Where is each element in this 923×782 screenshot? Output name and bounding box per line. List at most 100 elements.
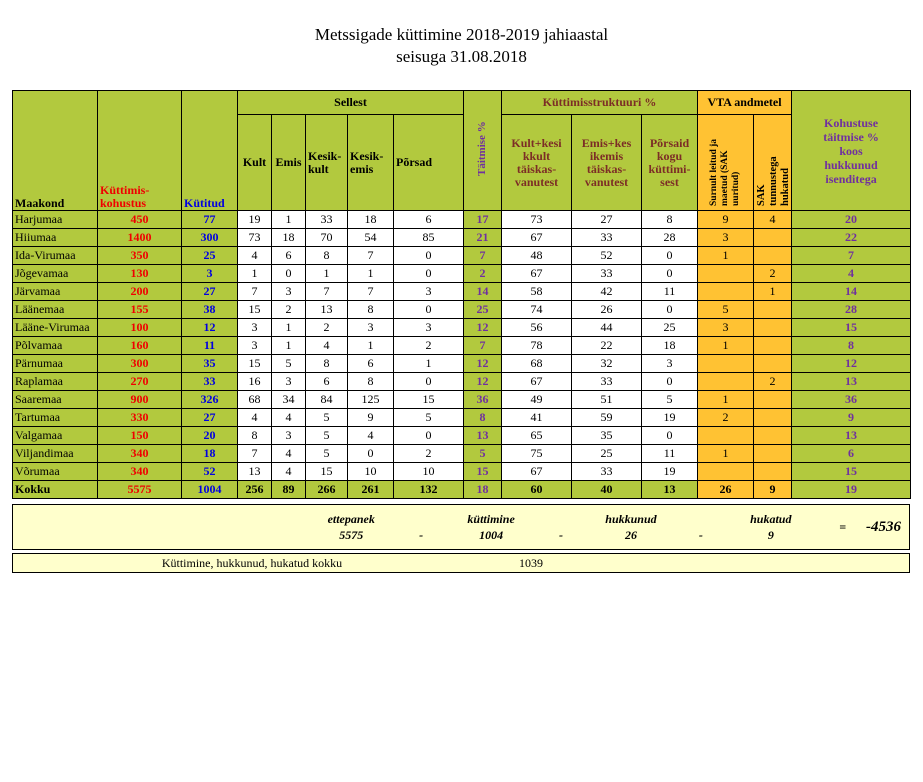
cell-emis: 0 [271, 264, 306, 283]
cell-kuttimiskohustus: 100 [97, 318, 182, 337]
cell-kytitud: 18 [181, 444, 238, 463]
cell-kohustuse-taitmise: 14 [791, 282, 912, 301]
cell-kult-struktuur: 75 [501, 444, 573, 463]
cell-emis-struktuur: 26 [571, 300, 643, 319]
col-header-kult: Kult [237, 114, 272, 211]
cell-emis-struktuur: 33 [571, 228, 643, 247]
cell-surnult-leitud [697, 462, 755, 481]
minus-sign: - [698, 528, 703, 542]
cell-kult-struktuur: 67 [501, 264, 573, 283]
cell-surnult-leitud: 2 [697, 408, 755, 427]
table-row: Hiiumaa 1400 300 73 18 70 54 85 21 67 33 28 3 22 [12, 228, 912, 247]
cell-kuttimiskohustus: 150 [97, 426, 182, 445]
cell-emis-struktuur: 35 [571, 426, 643, 445]
cell-kult-struktuur: 49 [501, 390, 573, 409]
cell-kytitud: 3 [181, 264, 238, 283]
summary-item-hukkunud: hukkunud 26 [582, 511, 679, 543]
cell-emis-struktuur: 27 [571, 210, 643, 229]
cell-emis: 1 [271, 318, 306, 337]
cell-kesik-kult: 5 [305, 444, 348, 463]
table-row: Ida-Virumaa 350 25 4 6 8 7 0 7 48 52 0 1 7 [12, 246, 912, 265]
col-header-taitmise-pct: Täitmise % [463, 90, 503, 211]
cell-sak-hukatud [753, 390, 793, 409]
cell-kult-struktuur: 58 [501, 282, 573, 301]
cell-kult: 15 [237, 300, 272, 319]
cell-kesik-emis: 125 [347, 390, 394, 409]
cell-kult-struktuur: 78 [501, 336, 573, 355]
summary-total: Küttimine, hukkunud, hukatud kokku 1039 [12, 553, 910, 573]
cell-maakond: Järvamaa [12, 282, 98, 301]
cell-taitmise-pct: 7 [463, 246, 503, 265]
col-header-maakond: Maakond [12, 90, 98, 211]
summary-label: ettepanek [327, 512, 375, 526]
cell-kesik-kult: 6 [305, 372, 348, 391]
cell-kesik-kult: 8 [305, 354, 348, 373]
cell-surnult-leitud: 1 [697, 336, 755, 355]
cell-emis: 18 [271, 228, 306, 247]
cell-maakond: Pärnumaa [12, 354, 98, 373]
cell-kesik-kult: 5 [305, 408, 348, 427]
cell-kytitud: 326 [181, 390, 238, 409]
cell-emis: 34 [271, 390, 306, 409]
table-row: Valgamaa 150 20 8 3 5 4 0 13 65 35 0 13 [12, 426, 912, 445]
cell-porsad: 132 [392, 480, 465, 499]
col-header-porsad: Põrsad [392, 114, 465, 211]
cell-porsaid-struktuur: 8 [641, 210, 699, 229]
cell-porsad: 0 [392, 300, 465, 319]
summary-item-hukatud: hukatud 9 [722, 511, 819, 543]
cell-kuttimiskohustus: 130 [97, 264, 182, 283]
table-row: Saaremaa 900 326 68 34 84 125 15 36 49 51 5 1 36 [12, 390, 912, 409]
cell-emis-struktuur: 51 [571, 390, 643, 409]
cell-porsaid-struktuur: 11 [641, 444, 699, 463]
cell-emis: 1 [271, 210, 306, 229]
cell-porsaid-struktuur: 0 [641, 264, 699, 283]
cell-surnult-leitud: 1 [697, 444, 755, 463]
cell-taitmise-pct: 12 [463, 372, 503, 391]
cell-maakond: Ida-Virumaa [12, 246, 98, 265]
cell-emis-struktuur: 25 [571, 444, 643, 463]
col-header-surnult-leitud: Surnult leitud ja maetud (SAK uuritud) [697, 114, 755, 211]
cell-sak-hukatud: 2 [753, 264, 793, 283]
cell-kult: 3 [237, 318, 272, 337]
col-header-porsaid-struktuur: Põrsaid kogu küttimi- sest [641, 114, 699, 211]
cell-kuttimiskohustus: 5575 [97, 480, 182, 499]
cell-kuttimiskohustus: 340 [97, 444, 182, 463]
cell-kesik-emis: 1 [347, 264, 394, 283]
cell-kytitud: 27 [181, 408, 238, 427]
cell-kytitud: 35 [181, 354, 238, 373]
page-title: Metssigade küttimine 2018-2019 jahiaasta… [0, 24, 923, 68]
cell-maakond: Saaremaa [12, 390, 98, 409]
cell-kuttimiskohustus: 270 [97, 372, 182, 391]
cell-surnult-leitud [697, 426, 755, 445]
cell-kuttimiskohustus: 155 [97, 300, 182, 319]
cell-kohustuse-taitmise: 19 [791, 480, 912, 499]
cell-kult: 16 [237, 372, 272, 391]
cell-porsaid-struktuur: 0 [641, 372, 699, 391]
cell-maakond: Valgamaa [12, 426, 98, 445]
cell-maakond: Võrumaa [12, 462, 98, 481]
sak-vertical-label: SAK tunnustega hukatud [756, 156, 792, 206]
cell-taitmise-pct: 36 [463, 390, 503, 409]
cell-kohustuse-taitmise: 15 [791, 462, 912, 481]
summary-value: 9 [767, 528, 774, 542]
cell-kult: 73 [237, 228, 272, 247]
cell-kult: 19 [237, 210, 272, 229]
cell-emis: 3 [271, 426, 306, 445]
cell-porsaid-struktuur: 0 [641, 300, 699, 319]
cell-kult-struktuur: 56 [501, 318, 573, 337]
cell-kult-struktuur: 73 [501, 210, 573, 229]
cell-kytitud: 25 [181, 246, 238, 265]
cell-kesik-kult: 13 [305, 300, 348, 319]
cell-sak-hukatud [753, 354, 793, 373]
cell-porsad: 0 [392, 426, 465, 445]
cell-kesik-kult: 70 [305, 228, 348, 247]
cell-kesik-kult: 7 [305, 282, 348, 301]
table-row: Järvamaa 200 27 7 3 7 7 3 14 58 42 11 1 14 [12, 282, 912, 301]
cell-emis: 3 [271, 282, 306, 301]
cell-emis-struktuur: 32 [571, 354, 643, 373]
cell-kult: 3 [237, 336, 272, 355]
cell-taitmise-pct: 21 [463, 228, 503, 247]
cell-kohustuse-taitmise: 4 [791, 264, 912, 283]
hunting-table: Maakond Küttimis- kohustus Kütitud Selle… [12, 90, 912, 499]
cell-kuttimiskohustus: 200 [97, 282, 182, 301]
